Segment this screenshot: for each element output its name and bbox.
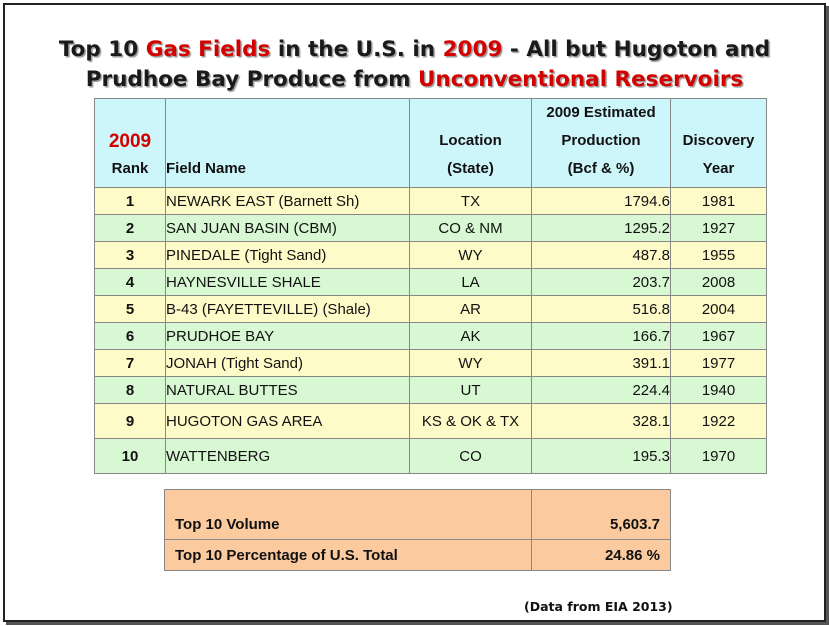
cell-discovery-year: 2008 (670, 268, 767, 296)
cell-discovery-year: 1955 (670, 241, 767, 269)
cell-production: 328.1 (531, 403, 671, 439)
cell-location: TX (409, 187, 532, 215)
table-row: 7 JONAH (Tight Sand) WY 391.1 1977 (94, 349, 767, 377)
table-header-row: 2009 Rank Field Name Location (State) 20… (94, 98, 767, 188)
header-field-name: Field Name (165, 98, 410, 188)
cell-production: 166.7 (531, 322, 671, 350)
header-rank-year: 2009 (108, 131, 152, 152)
cell-discovery-year: 1977 (670, 349, 767, 377)
total-volume-label: Top 10 Volume (164, 489, 532, 540)
cell-location: WY (409, 241, 532, 269)
cell-rank: 8 (94, 376, 166, 404)
cell-location: WY (409, 349, 532, 377)
cell-rank: 4 (94, 268, 166, 296)
header-discovery-line2: Year (702, 160, 735, 177)
cell-location: KS & OK & TX (409, 403, 532, 439)
cell-field-name: B-43 (FAYETTEVILLE) (Shale) (165, 295, 410, 323)
totals-row-percentage: Top 10 Percentage of U.S. Total 24.86 % (164, 539, 671, 571)
header-field-label: Field Name (166, 160, 247, 177)
cell-location: LA (409, 268, 532, 296)
cell-production: 391.1 (531, 349, 671, 377)
cell-rank: 1 (94, 187, 166, 215)
title-seg: in the U.S. in (270, 37, 443, 62)
header-production-line1: 2009 Estimated (546, 104, 656, 121)
cell-discovery-year: 1922 (670, 403, 767, 439)
title-seg: Top 10 (58, 37, 146, 62)
totals-row-volume: Top 10 Volume 5,603.7 (164, 489, 671, 540)
cell-location: AR (409, 295, 532, 323)
cell-location: CO (409, 438, 532, 474)
header-production: 2009 Estimated Production (Bcf & %) (531, 98, 671, 188)
cell-rank: 5 (94, 295, 166, 323)
cell-field-name: JONAH (Tight Sand) (165, 349, 410, 377)
table-row: 9 HUGOTON GAS AREA KS & OK & TX 328.1 19… (94, 403, 767, 439)
totals-table: Top 10 Volume 5,603.7 Top 10 Percentage … (164, 489, 671, 571)
cell-field-name: NATURAL BUTTES (165, 376, 410, 404)
cell-production: 195.3 (531, 438, 671, 474)
cell-field-name: SAN JUAN BASIN (CBM) (165, 214, 410, 242)
cell-field-name: PRUDHOE BAY (165, 322, 410, 350)
title-seg-highlight: Unconventional Reservoirs (417, 67, 744, 92)
cell-discovery-year: 2004 (670, 295, 767, 323)
cell-rank: 9 (94, 403, 166, 439)
cell-rank: 2 (94, 214, 166, 242)
cell-discovery-year: 1967 (670, 322, 767, 350)
header-location-line2: (State) (447, 160, 494, 177)
cell-rank: 10 (94, 438, 166, 474)
title-line-1: Top 10 Gas Fields in the U.S. in 2009 - … (5, 35, 824, 65)
cell-rank: 6 (94, 322, 166, 350)
table-row: 2 SAN JUAN BASIN (CBM) CO & NM 1295.2 19… (94, 214, 767, 242)
table-row: 8 NATURAL BUTTES UT 224.4 1940 (94, 376, 767, 404)
cell-production: 203.7 (531, 268, 671, 296)
cell-discovery-year: 1981 (670, 187, 767, 215)
cell-field-name: NEWARK EAST (Barnett Sh) (165, 187, 410, 215)
header-production-line2: Production (561, 132, 641, 149)
header-discovery-year: Discovery Year (670, 98, 767, 188)
total-volume-value: 5,603.7 (531, 489, 671, 540)
cell-rank: 3 (94, 241, 166, 269)
title-seg-highlight: Gas Fields (145, 37, 271, 62)
total-percentage-value: 24.86 % (531, 539, 671, 571)
cell-rank: 7 (94, 349, 166, 377)
cell-field-name: WATTENBERG (165, 438, 410, 474)
cell-discovery-year: 1927 (670, 214, 767, 242)
title-seg: Prudhoe Bay Produce from (85, 67, 418, 92)
title-line-2: Prudhoe Bay Produce from Unconventional … (5, 65, 824, 95)
header-rank-label: Rank (111, 160, 149, 177)
header-location: Location (State) (409, 98, 532, 188)
table-row: 6 PRUDHOE BAY AK 166.7 1967 (94, 322, 767, 350)
header-production-line3: (Bcf & %) (567, 160, 635, 177)
header-discovery-line1: Discovery (682, 132, 755, 149)
cell-location: AK (409, 322, 532, 350)
title-seg-highlight: 2009 (442, 37, 503, 62)
source-note: (Data from EIA 2013) (524, 599, 673, 614)
header-rank: 2009 Rank (94, 98, 166, 188)
cell-field-name: HAYNESVILLE SHALE (165, 268, 410, 296)
cell-production: 1794.6 (531, 187, 671, 215)
cell-field-name: PINEDALE (Tight Sand) (165, 241, 410, 269)
total-percentage-label: Top 10 Percentage of U.S. Total (164, 539, 532, 571)
slide-title: Top 10 Gas Fields in the U.S. in 2009 - … (5, 35, 824, 95)
cell-production: 224.4 (531, 376, 671, 404)
table-row: 5 B-43 (FAYETTEVILLE) (Shale) AR 516.8 2… (94, 295, 767, 323)
table-row: 4 HAYNESVILLE SHALE LA 203.7 2008 (94, 268, 767, 296)
cell-discovery-year: 1940 (670, 376, 767, 404)
gas-fields-table: 2009 Rank Field Name Location (State) 20… (94, 98, 767, 474)
table-row: 1 NEWARK EAST (Barnett Sh) TX 1794.6 198… (94, 187, 767, 215)
cell-production: 1295.2 (531, 214, 671, 242)
cell-discovery-year: 1970 (670, 438, 767, 474)
cell-production: 487.8 (531, 241, 671, 269)
cell-location: CO & NM (409, 214, 532, 242)
title-seg: - All but Hugoton and (502, 37, 771, 62)
cell-production: 516.8 (531, 295, 671, 323)
table-row: 3 PINEDALE (Tight Sand) WY 487.8 1955 (94, 241, 767, 269)
cell-location: UT (409, 376, 532, 404)
header-location-line1: Location (439, 132, 502, 149)
slide: Top 10 Gas Fields in the U.S. in 2009 - … (3, 3, 826, 622)
cell-field-name: HUGOTON GAS AREA (165, 403, 410, 439)
table-row: 10 WATTENBERG CO 195.3 1970 (94, 438, 767, 474)
